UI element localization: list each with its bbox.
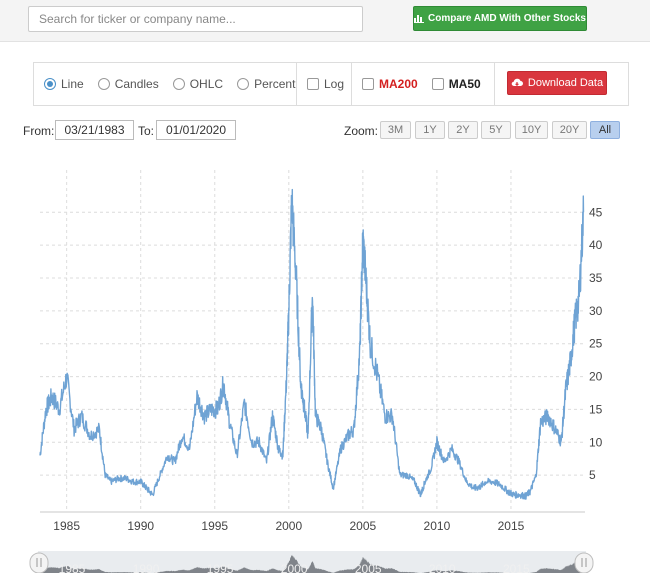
radio-icon xyxy=(97,78,110,90)
navigator-left-handle xyxy=(29,552,49,573)
log-checkbox[interactable]: Log xyxy=(307,77,344,91)
radio-selected-icon xyxy=(44,78,56,90)
y-tick-label: 25 xyxy=(589,337,603,351)
log-group: Log xyxy=(307,63,358,105)
search-input[interactable] xyxy=(28,6,363,32)
chart-type-candles[interactable]: Candles xyxy=(97,77,159,91)
navigator-tick-label: 1990 xyxy=(133,562,160,573)
y-tick-label: 5 xyxy=(589,468,596,482)
navigator-tick-label: 2005 xyxy=(355,562,382,573)
checkbox-icon xyxy=(307,78,319,90)
chart-panel: Line Candles OHLC Percent Log MA200 MA50… xyxy=(0,41,650,573)
y-tick-label: 45 xyxy=(589,205,603,219)
navigator-tick-label: 1995 xyxy=(207,562,234,573)
price-series-line xyxy=(39,188,585,500)
navigator-tick-label: 2015 xyxy=(503,562,530,573)
options-divider xyxy=(494,63,495,105)
navigator-tick-label: 2010 xyxy=(429,562,456,573)
download-data-button[interactable]: Download Data xyxy=(507,71,607,95)
radio-icon xyxy=(172,78,185,90)
to-label: To: xyxy=(138,124,155,138)
zoom-10y-button[interactable]: 10Y xyxy=(515,121,548,139)
to-date-input[interactable] xyxy=(156,120,236,140)
x-tick-label: 1990 xyxy=(127,519,154,533)
navigator-right-handle xyxy=(574,552,594,573)
ma50-label: MA50 xyxy=(448,77,481,91)
zoom-3m-button[interactable]: 3M xyxy=(380,121,411,139)
y-tick-label: 10 xyxy=(589,435,603,449)
chart-type-percent[interactable]: Percent xyxy=(237,77,295,91)
y-tick-label: 40 xyxy=(589,238,603,252)
chart-type-group: Line Candles OHLC Percent xyxy=(44,63,309,105)
chart-type-label: Candles xyxy=(114,77,159,91)
navigator-tick-label: 1985 xyxy=(59,562,86,573)
ma50-checkbox[interactable]: MA50 xyxy=(431,77,481,91)
price-chart[interactable]: 5 10 15 20 25 30 35 40 45 1985 1990 1995 2000 2005 201… xyxy=(0,170,650,550)
y-tick-label: 35 xyxy=(589,271,603,285)
radio-icon xyxy=(237,78,250,90)
checkbox-icon xyxy=(362,78,374,90)
download-data-label: Download Data xyxy=(527,77,604,89)
zoom-1y-button[interactable]: 1Y xyxy=(415,121,445,139)
y-tick-label: 15 xyxy=(589,402,603,416)
chart-type-line[interactable]: Line xyxy=(44,77,84,91)
compare-stocks-label: Compare AMD With Other Stocks xyxy=(428,13,586,24)
log-label: Log xyxy=(324,77,345,91)
x-tick-label: 2015 xyxy=(498,519,525,533)
y-tick-label: 30 xyxy=(589,304,603,318)
zoom-20y-button[interactable]: 20Y xyxy=(552,121,587,139)
chart-navigator[interactable]: 1985 1990 1995 2000 2005 2010 2015 xyxy=(0,547,650,573)
cloud-download-icon xyxy=(511,78,523,87)
top-bar: Compare AMD With Other Stocks xyxy=(0,0,650,40)
zoom-5y-button[interactable]: 5Y xyxy=(481,121,511,139)
y-tick-label: 20 xyxy=(589,370,603,384)
ma200-label: MA200 xyxy=(379,77,418,91)
ma-group: MA200 MA50 xyxy=(362,63,495,105)
from-label: From: xyxy=(23,124,55,138)
x-tick-label: 2000 xyxy=(275,519,302,533)
zoom-2y-button[interactable]: 2Y xyxy=(448,121,478,139)
chart-type-label: Percent xyxy=(254,77,296,91)
x-tick-label: 1985 xyxy=(53,519,80,533)
from-date-input[interactable] xyxy=(55,120,134,140)
compare-stocks-button[interactable]: Compare AMD With Other Stocks xyxy=(413,6,587,31)
options-divider xyxy=(296,63,297,105)
x-tick-label: 2005 xyxy=(350,519,377,533)
date-range-row: From: To: Zoom: 3M 1Y 2Y 5Y 10Y 20Y All xyxy=(0,120,650,142)
chart-type-label: Line xyxy=(61,77,84,91)
chart-type-ohlc[interactable]: OHLC xyxy=(172,77,224,91)
checkbox-icon xyxy=(431,78,444,90)
zoom-all-button[interactable]: All xyxy=(590,121,620,139)
ma200-checkbox[interactable]: MA200 xyxy=(362,77,418,91)
navigator-series-area xyxy=(40,554,584,573)
options-divider xyxy=(351,63,352,105)
zoom-label: Zoom: xyxy=(344,124,379,138)
x-tick-label: 2010 xyxy=(424,519,451,533)
navigator-tick-label: 2000 xyxy=(281,562,308,573)
bar-chart-icon xyxy=(414,15,425,23)
chart-type-label: OHLC xyxy=(189,77,224,91)
chart-options-bar: Line Candles OHLC Percent Log MA200 MA50… xyxy=(33,62,629,106)
x-tick-label: 1995 xyxy=(201,519,228,533)
